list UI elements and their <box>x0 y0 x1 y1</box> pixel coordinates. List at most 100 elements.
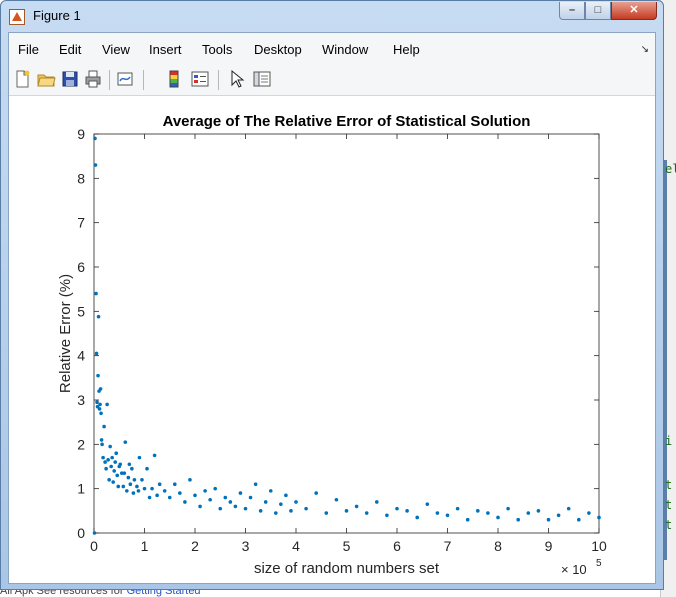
data-point <box>385 513 389 518</box>
y-tick-label: 9 <box>77 126 85 142</box>
data-point <box>284 493 288 498</box>
data-point <box>122 471 127 475</box>
data-point <box>208 497 212 502</box>
toolbar-separator <box>218 70 219 90</box>
data-point <box>118 462 123 467</box>
window-controls: – □ ✕ <box>559 2 657 20</box>
data-point <box>112 469 116 473</box>
menu-view[interactable]: View <box>102 42 130 57</box>
data-point <box>465 517 470 522</box>
data-point <box>354 504 359 509</box>
menu-help[interactable]: Help <box>393 42 420 57</box>
data-point <box>289 509 293 513</box>
data-point <box>109 464 113 469</box>
data-point <box>125 489 129 493</box>
x-tick-label: 6 <box>393 538 401 554</box>
data-point <box>496 515 500 520</box>
figure-window: Figure 1 – □ ✕ File Edit View Insert Too… <box>0 0 664 590</box>
data-point <box>198 504 202 509</box>
figure-client-area: File Edit View Insert Tools Desktop Wind… <box>8 32 656 584</box>
data-point <box>104 466 108 471</box>
menu-window[interactable]: Window <box>322 42 369 57</box>
data-point <box>147 495 152 500</box>
data-point <box>99 411 103 416</box>
y-axis-label: Relative Error (%) <box>57 274 74 393</box>
data-point <box>334 497 339 502</box>
menu-file[interactable]: File <box>18 42 39 57</box>
data-point <box>102 424 106 429</box>
data-point <box>304 506 308 511</box>
data-point <box>516 517 520 522</box>
background-scroll-accent <box>661 160 667 560</box>
data-point <box>425 502 430 506</box>
property-editor-icon[interactable] <box>252 69 272 89</box>
menu-insert[interactable]: Insert <box>149 42 182 57</box>
y-tick-label: 6 <box>77 259 85 275</box>
y-tick-label: 2 <box>77 436 85 452</box>
data-point <box>415 515 420 520</box>
data-point <box>93 163 98 167</box>
data-point <box>274 511 278 515</box>
data-point <box>127 462 132 467</box>
data-point <box>92 531 97 535</box>
data-point <box>157 482 162 487</box>
menu-overflow-arrow-icon[interactable]: ↘ <box>640 44 649 55</box>
menu-edit[interactable]: Edit <box>59 42 82 57</box>
data-point <box>130 466 134 471</box>
matlab-icon <box>9 9 25 25</box>
data-point <box>137 455 142 460</box>
data-point <box>132 478 137 482</box>
data-point <box>587 511 591 515</box>
maximize-button[interactable]: □ <box>585 2 611 20</box>
data-point <box>140 478 144 482</box>
data-point <box>96 373 100 378</box>
toolbar <box>9 64 655 96</box>
menu-desktop[interactable]: Desktop <box>254 42 302 57</box>
pointer-icon[interactable] <box>226 69 246 89</box>
data-point <box>577 517 581 522</box>
data-point <box>395 506 399 511</box>
open-file-icon[interactable] <box>36 69 56 89</box>
data-point <box>233 504 238 509</box>
data-point <box>123 440 128 444</box>
save-icon[interactable] <box>60 69 80 89</box>
new-figure-icon[interactable] <box>12 69 32 89</box>
colorbar-icon[interactable] <box>164 69 184 89</box>
data-point <box>263 500 268 504</box>
x-exponent-label: × 10 <box>561 562 587 577</box>
data-point <box>152 453 157 458</box>
data-point <box>476 509 480 513</box>
legend-icon[interactable] <box>190 69 210 89</box>
data-point <box>110 455 114 460</box>
data-point <box>536 509 541 513</box>
figure-canvas[interactable]: 0 1 2 3 4 5 6 7 8 9 10 0 1 2 3 4 5 6 7 8 9 Average of The Rel… <box>9 96 655 583</box>
data-point <box>97 407 102 411</box>
menu-bar: File Edit View Insert Tools Desktop Wind… <box>9 33 655 65</box>
y-tick-label: 3 <box>77 392 85 408</box>
print-icon[interactable] <box>83 69 103 89</box>
y-tick-label: 1 <box>77 481 85 497</box>
data-point <box>99 438 104 442</box>
data-point <box>113 460 118 464</box>
scatter-chart: 0 1 2 3 4 5 6 7 8 9 10 0 1 2 3 4 5 6 7 8 9 Average of The Rel… <box>57 113 607 577</box>
background-code-fragment: i <box>665 434 673 448</box>
menu-tools[interactable]: Tools <box>202 42 233 57</box>
title-bar[interactable]: Figure 1 – □ ✕ <box>1 1 663 33</box>
data-point <box>105 402 109 407</box>
minimize-button[interactable]: – <box>559 2 585 20</box>
data-point <box>95 400 99 405</box>
close-button[interactable]: ✕ <box>611 2 657 20</box>
data-point <box>94 291 98 296</box>
data-point <box>131 491 136 495</box>
toolbar-separator <box>143 70 144 90</box>
data-point <box>556 513 561 518</box>
x-axis-label: size of random numbers set <box>254 560 440 577</box>
data-point <box>294 500 298 504</box>
link-plot-icon[interactable] <box>115 69 135 89</box>
data-point <box>188 478 192 482</box>
data-point <box>150 486 154 491</box>
data-point <box>101 455 105 460</box>
x-tick-label: 8 <box>494 538 502 554</box>
data-point <box>167 495 172 500</box>
data-point <box>100 442 104 447</box>
